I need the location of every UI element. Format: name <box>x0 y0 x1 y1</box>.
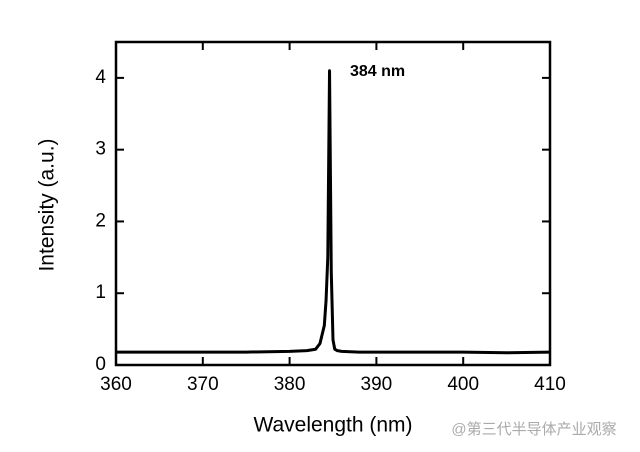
y-tick-label: 3 <box>95 139 106 160</box>
y-tick-label: 2 <box>95 210 106 231</box>
x-tick-label: 390 <box>361 374 393 395</box>
y-axis-label: Intensity (a.u.) <box>36 138 59 271</box>
x-tick-label: 370 <box>187 374 219 395</box>
peak-annotation: 384 nm <box>350 63 405 80</box>
spectrum-line <box>116 69 551 355</box>
x-tick-label: 360 <box>100 374 132 395</box>
y-tick-label: 0 <box>95 354 106 375</box>
x-tick-label: 400 <box>447 374 479 395</box>
plot-frame <box>114 40 552 367</box>
y-tick-label: 1 <box>95 282 106 303</box>
y-tick-label: 4 <box>95 67 106 88</box>
x-axis-label: Wavelength (nm) <box>253 414 412 437</box>
x-tick-label: 380 <box>274 374 306 395</box>
x-tick-label: 410 <box>534 374 566 395</box>
watermark: @第三代半导体产业观察 <box>451 420 616 438</box>
